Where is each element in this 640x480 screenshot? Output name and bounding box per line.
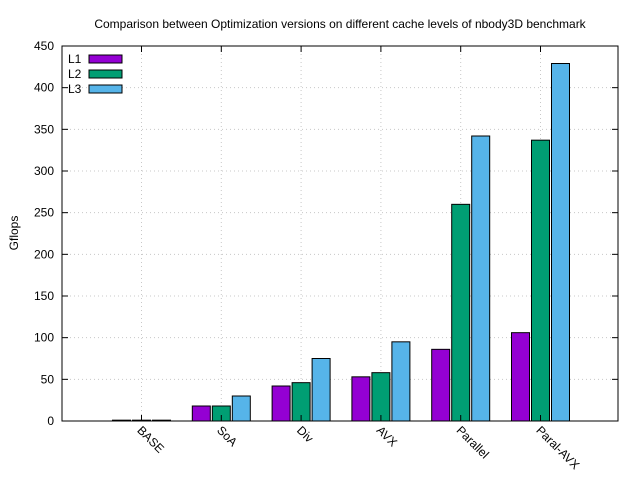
legend-swatch xyxy=(88,84,123,94)
y-tick-label: 250 xyxy=(34,206,54,220)
bar xyxy=(231,395,251,422)
bars xyxy=(112,63,570,422)
legend-label: L3 xyxy=(68,82,82,96)
chart-title: Comparison between Optimization versions… xyxy=(94,17,586,31)
y-tick-label: 150 xyxy=(34,289,54,303)
y-tick-label: 50 xyxy=(41,372,55,386)
y-tick-label: 350 xyxy=(34,122,54,136)
legend-swatch xyxy=(88,54,123,64)
x-tick-label: BASE xyxy=(134,423,167,456)
x-tick-label: AVX xyxy=(374,423,400,449)
y-tick-label: 300 xyxy=(34,164,54,178)
y-tick-label: 100 xyxy=(34,331,54,345)
y-tick-label: 450 xyxy=(34,39,54,53)
bar xyxy=(551,63,570,422)
y-tick-label: 0 xyxy=(47,414,54,428)
y-axis-label: Gflops xyxy=(7,216,21,251)
bar xyxy=(471,135,491,422)
y-tick-label: 400 xyxy=(34,81,54,95)
bar xyxy=(311,358,331,422)
legend-label: L1 xyxy=(68,52,82,66)
bar xyxy=(371,372,391,422)
bar xyxy=(271,385,291,422)
axes xyxy=(61,45,619,422)
x-tick-label: Paral-AVX xyxy=(533,423,582,472)
bar xyxy=(531,139,550,422)
y-tick-label: 200 xyxy=(34,247,54,261)
x-tick-label: Div xyxy=(294,423,316,445)
x-tick-label: SoA xyxy=(214,423,240,449)
bar xyxy=(351,376,371,422)
plot-border xyxy=(61,45,619,422)
legend-swatch xyxy=(88,69,123,79)
bar xyxy=(191,405,211,422)
bar xyxy=(431,348,451,422)
bar xyxy=(511,332,530,422)
x-tick-label: Parallel xyxy=(454,423,492,461)
legend-label: L2 xyxy=(68,67,82,81)
bar xyxy=(391,341,411,422)
bar xyxy=(451,203,471,422)
